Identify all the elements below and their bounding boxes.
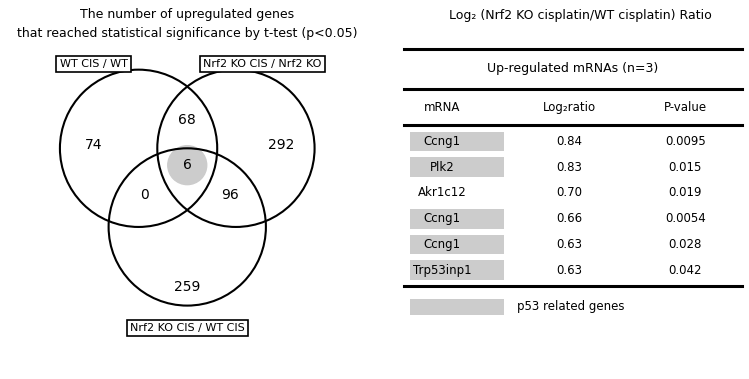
FancyBboxPatch shape bbox=[410, 157, 503, 177]
Text: 74: 74 bbox=[85, 138, 103, 152]
Text: 0.63: 0.63 bbox=[557, 264, 582, 277]
Text: 0.0095: 0.0095 bbox=[665, 135, 706, 148]
Text: 6: 6 bbox=[183, 158, 192, 172]
Text: Nrf2 KO CIS / Nrf2 KO: Nrf2 KO CIS / Nrf2 KO bbox=[203, 59, 321, 69]
Text: Log₂ratio: Log₂ratio bbox=[543, 101, 595, 114]
Text: The number of upregulated genes: The number of upregulated genes bbox=[80, 8, 294, 21]
Circle shape bbox=[168, 146, 207, 185]
Text: Nrf2 KO CIS / WT CIS: Nrf2 KO CIS / WT CIS bbox=[130, 323, 245, 333]
Text: 0.0054: 0.0054 bbox=[665, 212, 706, 225]
Text: 0.019: 0.019 bbox=[669, 186, 702, 199]
Text: Akr1c12: Akr1c12 bbox=[417, 186, 467, 199]
FancyBboxPatch shape bbox=[410, 235, 503, 254]
Text: mRNA: mRNA bbox=[424, 101, 460, 114]
Text: Ccng1: Ccng1 bbox=[423, 135, 461, 148]
Text: 96: 96 bbox=[222, 188, 239, 202]
Text: 0.84: 0.84 bbox=[557, 135, 582, 148]
Text: 0.028: 0.028 bbox=[669, 238, 702, 251]
Text: 0.70: 0.70 bbox=[557, 186, 582, 199]
Text: Ccng1: Ccng1 bbox=[423, 212, 461, 225]
Text: 0.63: 0.63 bbox=[557, 238, 582, 251]
FancyBboxPatch shape bbox=[410, 209, 503, 229]
Text: 0.042: 0.042 bbox=[669, 264, 702, 277]
Text: 0.015: 0.015 bbox=[669, 161, 702, 174]
FancyBboxPatch shape bbox=[410, 260, 503, 280]
Text: 68: 68 bbox=[178, 113, 196, 127]
Text: Trp53inp1: Trp53inp1 bbox=[413, 264, 471, 277]
Text: 0: 0 bbox=[140, 188, 148, 202]
Text: 292: 292 bbox=[267, 138, 294, 152]
Text: Log₂ (Nrf2 KO cisplatin/WT cisplatin) Ratio: Log₂ (Nrf2 KO cisplatin/WT cisplatin) Ra… bbox=[449, 9, 712, 22]
Text: WT CIS / WT: WT CIS / WT bbox=[60, 59, 127, 69]
Text: 259: 259 bbox=[174, 280, 201, 294]
FancyBboxPatch shape bbox=[410, 132, 503, 151]
Text: 0.83: 0.83 bbox=[557, 161, 582, 174]
Text: Ccng1: Ccng1 bbox=[423, 238, 461, 251]
Text: that reached statistical significance by t-test (p<0.05): that reached statistical significance by… bbox=[17, 27, 357, 39]
Text: Plk2: Plk2 bbox=[429, 161, 455, 174]
FancyBboxPatch shape bbox=[410, 299, 503, 315]
Text: Up-regulated mRNAs (n=3): Up-regulated mRNAs (n=3) bbox=[488, 63, 658, 75]
Text: 0.66: 0.66 bbox=[557, 212, 582, 225]
Text: P-value: P-value bbox=[664, 101, 707, 114]
Text: p53 related genes: p53 related genes bbox=[517, 301, 625, 313]
